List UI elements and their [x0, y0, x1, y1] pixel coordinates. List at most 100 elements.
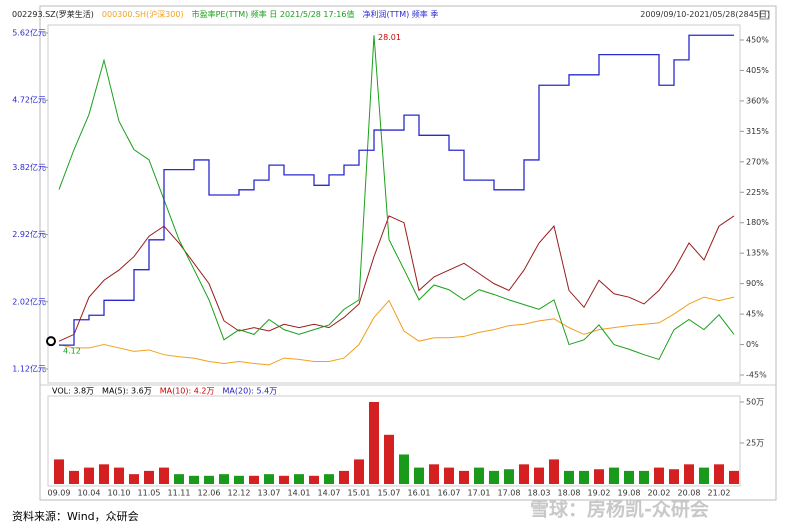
- cursor-marker: [46, 336, 56, 347]
- volume-bar: [339, 470, 349, 484]
- volume-bar: [714, 464, 724, 484]
- y-tick-label: 450%: [746, 36, 769, 45]
- y2-tick-label: 2.92亿元: [12, 229, 46, 239]
- volume-bar: [594, 469, 604, 484]
- volume-bar: [534, 467, 544, 484]
- volume-bar: [159, 467, 169, 484]
- y-tick-label: 50万: [746, 398, 764, 407]
- y-tick-label: 180%: [746, 218, 769, 227]
- volume-bar: [384, 434, 394, 484]
- volume-bar: [174, 474, 184, 484]
- y-tick-label: -45%: [746, 371, 767, 380]
- legend-entry: 002293.SZ(罗莱生活): [12, 10, 94, 19]
- x-tick-label: 20.08: [678, 489, 701, 498]
- y-tick-label: 315%: [746, 127, 769, 136]
- volume-frame: [47, 395, 741, 487]
- x-tick-label: 16.07: [438, 489, 461, 498]
- volume-bar: [519, 464, 529, 484]
- volume-bar: [294, 474, 304, 484]
- volume-bar: [684, 464, 694, 484]
- volume-bar: [84, 467, 94, 484]
- y-tick-label: 405%: [746, 66, 769, 75]
- volume-bar: [219, 474, 229, 484]
- volume-bar: [309, 475, 319, 484]
- x-tick-label: 09.09: [48, 489, 71, 498]
- volume-bar: [609, 467, 619, 484]
- volume-title: MA(5): 3.6万: [102, 387, 152, 396]
- x-tick-label: 19.02: [588, 489, 611, 498]
- volume-bar: [654, 467, 664, 484]
- y-tick-label: 25万: [746, 439, 764, 448]
- volume-bar: [114, 467, 124, 484]
- volume-bar: [204, 475, 214, 484]
- max-label: 28.01: [378, 33, 401, 42]
- legend-entry: 000300.SH(沪深300): [101, 10, 184, 19]
- volume-bar: [264, 474, 274, 484]
- volume-bar: [189, 475, 199, 484]
- volume-bar: [399, 454, 409, 484]
- x-tick-label: 13.07: [258, 489, 281, 498]
- volume-bar: [54, 459, 64, 484]
- volume-bar: [624, 470, 634, 484]
- series-line: [58, 215, 735, 342]
- x-tick-label: 15.07: [378, 489, 401, 498]
- x-tick-label: 20.02: [648, 489, 671, 498]
- y-tick-label: 270%: [746, 157, 769, 166]
- x-tick-label: 16.01: [408, 489, 431, 498]
- series-line: [58, 35, 735, 361]
- x-tick-label: 12.12: [228, 489, 251, 498]
- main-frame: [47, 24, 741, 384]
- y-tick-label: 0%: [746, 340, 759, 349]
- volume-bar: [639, 470, 649, 484]
- volume-bar: [234, 475, 244, 484]
- volume-bar: [129, 474, 139, 484]
- volume-title: MA(10): 4.2万: [160, 387, 215, 396]
- volume-bar: [729, 470, 739, 484]
- volume-bar: [279, 475, 289, 484]
- min-label: 4.12: [63, 347, 81, 356]
- x-tick-label: 14.01: [288, 489, 311, 498]
- y-tick-label: 135%: [746, 249, 769, 258]
- x-tick-label: 17.08: [498, 489, 521, 498]
- header-legend: 002293.SZ(罗莱生活) 000300.SH(沪深300) 市盈率PE(TTM…: [12, 9, 438, 20]
- volume-bar: [354, 459, 364, 484]
- series-line: [59, 34, 734, 346]
- volume-bar: [324, 474, 334, 484]
- y2-tick-label: 3.82亿元: [12, 162, 46, 172]
- volume-bar: [249, 475, 259, 484]
- volume-bar: [699, 467, 709, 484]
- x-tick-label: 11.11: [168, 489, 191, 498]
- y2-tick-label: 4.72亿元: [12, 95, 46, 105]
- volume-title: MA(20): 5.4万: [222, 387, 277, 396]
- volume-bar: [549, 459, 559, 484]
- volume-bar: [474, 467, 484, 484]
- y-tick-label: 45%: [746, 310, 764, 319]
- volume-bar: [489, 470, 499, 484]
- y2-tick-label: 2.02亿元: [12, 296, 46, 306]
- y2-tick-label: 5.62亿元: [12, 28, 46, 38]
- volume-bar: [444, 467, 454, 484]
- volume-title: VOL: 3.8万: [52, 387, 94, 396]
- x-tick-label: 11.05: [138, 489, 161, 498]
- volume-bar: [414, 467, 424, 484]
- legend-entry: 市盈率PE(TTM) 频率 日 2021/5/28 17:16值: [191, 10, 355, 19]
- series-line: [58, 296, 735, 366]
- x-tick-label: 19.08: [618, 489, 641, 498]
- x-tick-label: 18.08: [558, 489, 581, 498]
- volume-bar: [564, 470, 574, 484]
- volume-bar: [69, 470, 79, 484]
- y-tick-label: 90%: [746, 279, 764, 288]
- x-tick-label: 10.04: [78, 489, 101, 498]
- volume-bar: [144, 470, 154, 484]
- volume-bar: [99, 464, 109, 484]
- watermark: 雪球：房杨凯-众研会: [530, 498, 709, 521]
- x-tick-label: 18.03: [528, 489, 551, 498]
- x-tick-label: 21.02: [708, 489, 731, 498]
- volume-bar: [669, 469, 679, 484]
- source: 资料来源：Wind，众研会: [12, 509, 139, 523]
- y-tick-label: 360%: [746, 96, 769, 105]
- x-tick-label: 14.07: [318, 489, 341, 498]
- volume-bar: [459, 470, 469, 484]
